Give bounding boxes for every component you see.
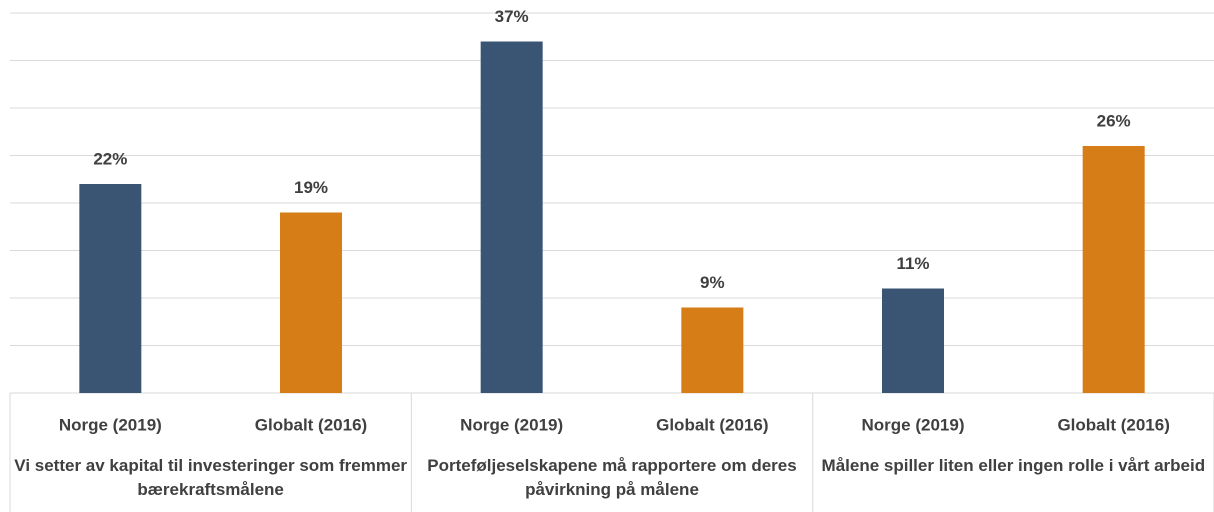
x-tick-label: Norge (2019) xyxy=(59,415,162,434)
x-tick-label: Norge (2019) xyxy=(862,415,965,434)
data-label: 26% xyxy=(1097,111,1131,130)
bar xyxy=(280,212,342,393)
data-label: 22% xyxy=(93,149,127,168)
bar xyxy=(79,184,142,393)
group-label: Målene spiller liten eller ingen rolle i… xyxy=(821,456,1206,475)
data-label: 19% xyxy=(294,178,328,197)
data-label: 11% xyxy=(896,254,929,273)
bar xyxy=(1082,146,1145,393)
group-label: Porteføljeselskapene må rapportere om de… xyxy=(427,456,797,499)
x-tick-label: Globalt (2016) xyxy=(1057,415,1169,434)
x-tick-label: Globalt (2016) xyxy=(656,415,768,434)
x-tick-label: Globalt (2016) xyxy=(255,415,367,434)
bar xyxy=(480,41,543,393)
group-label: Vi setter av kapital til investeringer s… xyxy=(14,456,408,499)
x-tick-label: Norge (2019) xyxy=(460,415,563,434)
data-label: 37% xyxy=(495,7,529,26)
bar xyxy=(882,288,944,393)
bar xyxy=(681,307,744,393)
data-label: 9% xyxy=(700,273,725,292)
